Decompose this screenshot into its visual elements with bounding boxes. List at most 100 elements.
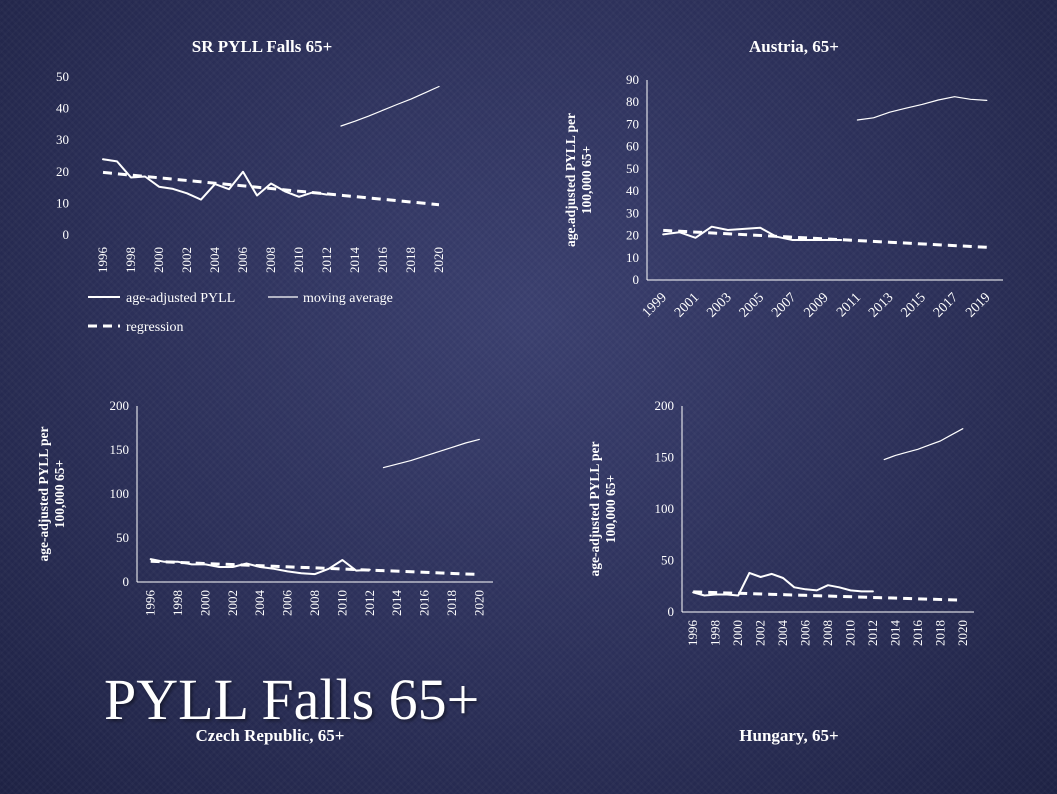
x-tick-label: 2010 bbox=[291, 247, 306, 273]
chart-hungary: Hungary, 65+ 0 50 100 150 200 1996 1998 2000 2002… bbox=[528, 360, 1057, 745]
x-tick-label: 2003 bbox=[704, 290, 734, 320]
x-tick-label: 2001 bbox=[672, 290, 702, 320]
x-tick-label: 2006 bbox=[798, 620, 813, 647]
y-tick-label: 50 bbox=[56, 69, 69, 84]
y-tick-label: 0 bbox=[63, 227, 70, 242]
series-line-age-adjusted-pyll bbox=[662, 225, 843, 241]
x-tick-label: 1996 bbox=[143, 590, 158, 617]
x-tick-label: 2004 bbox=[775, 620, 790, 647]
y-tick-label: 80 bbox=[626, 94, 639, 109]
series-line-moving-average bbox=[883, 428, 964, 461]
x-tick-label: 2020 bbox=[431, 247, 446, 273]
x-tick-label: 2017 bbox=[931, 290, 961, 320]
y-tick-label: 100 bbox=[655, 501, 675, 516]
x-tick-label: 2002 bbox=[753, 620, 768, 646]
chart-sr: SR PYLL Falls 65+ 0 10 20 30 40 50 1996 1998 2000… bbox=[0, 0, 528, 360]
x-tick-label: 2007 bbox=[769, 290, 799, 320]
y-tick-label: 200 bbox=[110, 398, 130, 413]
x-tick-label: 1998 bbox=[708, 620, 723, 646]
y-tick-label: 0 bbox=[633, 272, 640, 287]
x-tick-label: 2006 bbox=[280, 590, 295, 617]
y-tick-label: 100 bbox=[110, 486, 130, 501]
x-tick-label: 2008 bbox=[820, 620, 835, 646]
y-tick-label: 70 bbox=[626, 116, 639, 131]
x-tick-label: 1996 bbox=[685, 620, 700, 647]
x-tick-label: 2013 bbox=[866, 290, 896, 320]
x-tick-label: 1996 bbox=[95, 247, 110, 274]
chart-title: Austria, 65+ bbox=[749, 37, 839, 56]
y-tick-label: 50 bbox=[116, 530, 129, 545]
legend-label: moving average bbox=[303, 291, 393, 306]
series-line-moving-average bbox=[382, 438, 480, 469]
x-tick-label: 2014 bbox=[887, 620, 902, 647]
y-tick-label: 90 bbox=[626, 72, 639, 87]
chart-title: Czech Republic, 65+ bbox=[196, 726, 345, 745]
series-line-age-adjusted-pyll bbox=[102, 158, 328, 201]
y-tick-label: 30 bbox=[56, 132, 69, 147]
slide-title: PYLL Falls 65+ bbox=[104, 667, 480, 732]
chart-title: Hungary, 65+ bbox=[739, 726, 838, 745]
x-tick-label: 2016 bbox=[910, 620, 925, 647]
legend-label: age-adjusted PYLL bbox=[126, 291, 235, 306]
x-tick-label: 2015 bbox=[899, 290, 929, 320]
x-tick-label: 2012 bbox=[865, 620, 880, 646]
x-tick-label: 2011 bbox=[834, 290, 864, 320]
x-tick-label: 2008 bbox=[263, 247, 278, 273]
y-tick-label: 150 bbox=[655, 450, 675, 465]
y-tick-label: 40 bbox=[626, 183, 639, 198]
x-tick-label: 2002 bbox=[225, 590, 240, 616]
x-tick-label: 2012 bbox=[319, 247, 334, 273]
y-tick-label: 20 bbox=[56, 164, 69, 179]
x-tick-label: 2010 bbox=[334, 590, 349, 616]
y-tick-label: 0 bbox=[668, 604, 675, 619]
chart-czech-svg: Czech Republic, 65+ 0 50 100 150 200 1996 1998 2… bbox=[36, 398, 493, 745]
x-tick-label: 2018 bbox=[403, 247, 418, 273]
series-line-regression bbox=[663, 228, 987, 249]
chart-czech: Czech Republic, 65+ 0 50 100 150 200 1996 1998 2… bbox=[0, 360, 528, 745]
x-tick-label: 2020 bbox=[955, 620, 970, 646]
chart-hungary-svg: Hungary, 65+ 0 50 100 150 200 1996 1998 2000 2002… bbox=[587, 398, 974, 745]
x-tick-label: 2000 bbox=[151, 247, 166, 273]
x-tick-label: 2009 bbox=[801, 290, 831, 320]
x-tick-label: 2004 bbox=[252, 590, 267, 617]
x-tick-label: 2000 bbox=[197, 590, 212, 616]
x-tick-label: 2014 bbox=[389, 590, 404, 617]
series-line-moving-average bbox=[856, 96, 988, 121]
x-tick-label: 2010 bbox=[842, 620, 857, 646]
y-tick-label: 150 bbox=[110, 442, 130, 457]
y-tick-label: 30 bbox=[626, 205, 639, 220]
y-tick-label: 10 bbox=[56, 195, 69, 210]
x-tick-label: 2002 bbox=[179, 247, 194, 273]
x-tick-label: 2018 bbox=[932, 620, 947, 646]
series-line-age-adjusted-pyll bbox=[692, 571, 874, 597]
x-tick-label: 2014 bbox=[347, 247, 362, 274]
y-tick-label: 40 bbox=[56, 101, 69, 116]
chart-title: SR PYLL Falls 65+ bbox=[192, 37, 333, 56]
chart-sr-svg: SR PYLL Falls 65+ 0 10 20 30 40 50 1996 1998 2000… bbox=[56, 37, 446, 335]
y-tick-label: 50 bbox=[626, 161, 639, 176]
x-tick-label: 2018 bbox=[444, 590, 459, 616]
x-tick-label: 2012 bbox=[362, 590, 377, 616]
y-tick-label: 0 bbox=[123, 574, 130, 589]
x-tick-label: 1999 bbox=[640, 290, 670, 320]
y-axis-label: age.adjusted PYLL per100,000 65+ bbox=[563, 113, 594, 247]
x-tick-label: 2016 bbox=[417, 590, 432, 617]
x-tick-label: 2016 bbox=[375, 247, 390, 274]
x-tick-label: 2005 bbox=[737, 290, 767, 320]
y-tick-label: 10 bbox=[626, 250, 639, 265]
chart-austria: Austria, 65+ 0 10 20 30 40 50 60 70 80 90 1999 2001 2… bbox=[528, 0, 1057, 360]
series-line-regression bbox=[102, 170, 440, 207]
x-tick-label: 2004 bbox=[207, 247, 222, 274]
y-tick-label: 200 bbox=[655, 398, 675, 413]
x-tick-label: 2008 bbox=[307, 590, 322, 616]
series-line-regression bbox=[150, 559, 480, 576]
y-axis-label: age-adjusted PYLL per100,000 65+ bbox=[36, 426, 67, 561]
x-tick-label: 2006 bbox=[235, 247, 250, 274]
x-tick-label: 2020 bbox=[471, 590, 486, 616]
y-tick-label: 60 bbox=[626, 139, 639, 154]
x-tick-label: 2019 bbox=[963, 290, 993, 320]
x-tick-label: 1998 bbox=[170, 590, 185, 616]
y-axis-label: age-adjusted PYLL per100,000 65+ bbox=[587, 441, 618, 576]
x-tick-label: 1998 bbox=[123, 247, 138, 273]
